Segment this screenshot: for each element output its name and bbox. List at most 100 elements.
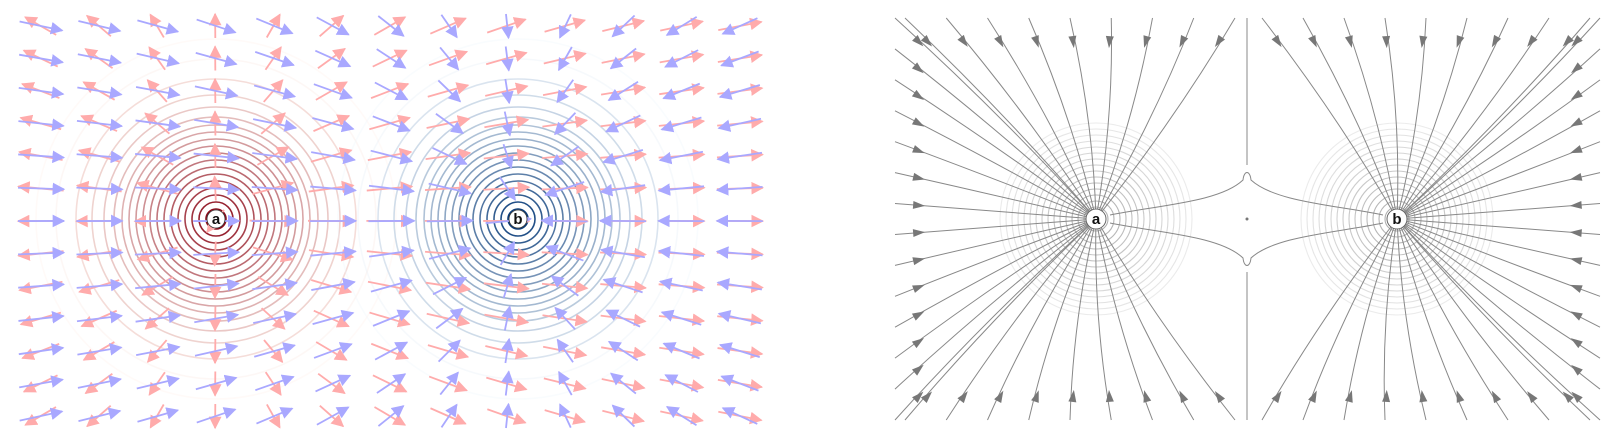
field-arrow-blue [77, 343, 123, 356]
field-arrow-blue [658, 150, 704, 165]
stream-arrow [1491, 390, 1502, 404]
field-arrow-blue [550, 275, 579, 297]
stream-arrow [911, 338, 925, 349]
field-arrow-blue [607, 80, 639, 102]
stream-arrow [1179, 390, 1189, 404]
stream-arrow [912, 391, 924, 403]
gray-ring-a [999, 122, 1193, 316]
field-arrow-blue [76, 246, 124, 260]
field-arrow-blue [314, 49, 352, 68]
field-arrow-blue [439, 46, 460, 71]
gray-ring-a [1011, 134, 1181, 304]
field-arrow-blue [134, 182, 182, 196]
streamline [1396, 218, 1550, 421]
stream-arrow [1456, 390, 1465, 403]
field-arrow-blue [664, 49, 699, 68]
stream-arrow [1031, 35, 1039, 48]
streamlines [894, 17, 1601, 421]
field-arrow-blue [252, 151, 299, 164]
streamline [894, 48, 1097, 220]
field-arrow-blue [607, 340, 639, 362]
point-a-marker [206, 209, 226, 229]
stream-arrow [911, 117, 925, 127]
field-arrow-blue [717, 310, 762, 325]
stream-arrow [1308, 34, 1317, 48]
field-arrow-blue [253, 84, 297, 100]
field-arrow-blue [718, 342, 760, 358]
field-arrow-blue [550, 145, 580, 167]
gray-ring-b [1348, 170, 1446, 268]
stream-arrow [1382, 389, 1391, 403]
field-arrow-blue [251, 182, 299, 196]
field-arrow-blue [377, 15, 405, 37]
right-point-b-marker [1386, 208, 1408, 230]
field-arrow-blue [374, 341, 409, 361]
field-arrow-blue [312, 309, 355, 326]
streamline [1383, 218, 1398, 421]
stream-arrow [912, 229, 926, 238]
stream-arrow [1569, 200, 1582, 209]
gray-ring-b [1366, 188, 1428, 250]
field-arrow-blue [193, 246, 241, 260]
field-arrow-blue [370, 149, 414, 165]
streamline [1396, 203, 1601, 220]
stream-arrow [1569, 172, 1583, 181]
field-arrow-blue [315, 374, 352, 393]
field-arrow-blue [253, 310, 298, 324]
field-arrow-blue [19, 407, 64, 422]
gray-contour-rings [999, 122, 1494, 316]
field-arrow-blue [440, 403, 458, 428]
streamline [945, 17, 1097, 220]
field-arrow-blue [134, 246, 182, 260]
stream-arrow [1068, 35, 1077, 49]
field-arrow-blue [77, 53, 123, 67]
field-arrow-blue [253, 342, 296, 358]
stream-arrow [1419, 35, 1428, 49]
field-arrow-blue [540, 214, 588, 228]
stream-arrow [1570, 89, 1583, 100]
point-b-label: b [513, 211, 522, 228]
stream-arrow [911, 311, 925, 321]
field-arrow-blue [18, 182, 66, 196]
streamline [1069, 218, 1097, 421]
streamline [894, 17, 1097, 220]
stream-arrow [1105, 389, 1114, 403]
streamline [1384, 17, 1399, 220]
streamline [1396, 218, 1509, 421]
field-arrow-blue [313, 342, 353, 359]
field-arrow-blue [717, 117, 762, 132]
field-arrow-blue [599, 183, 646, 197]
streamline [904, 17, 1097, 220]
stream-arrow [957, 34, 968, 47]
field-arrow-blue [77, 86, 123, 99]
separatrix [1109, 172, 1384, 216]
field-arrow-blue [135, 310, 182, 324]
streamline [1396, 218, 1601, 328]
streamline [1396, 110, 1601, 220]
streamline [1396, 218, 1427, 421]
field-arrow-blue [662, 342, 700, 360]
stream-arrow [911, 62, 924, 74]
field-arrow-blue [501, 111, 514, 137]
streamline [1343, 218, 1398, 421]
field-arrow-red [429, 17, 467, 35]
gray-ring-b [1372, 194, 1422, 244]
stream-arrow [1214, 390, 1226, 404]
field-arrow-blue [435, 307, 464, 330]
stream-arrow [911, 89, 925, 100]
field-arrow-blue [252, 118, 298, 132]
stream-arrow [1344, 35, 1353, 48]
field-arrow-blue [665, 406, 697, 426]
field-arrow-blue [501, 78, 514, 105]
right-point-b-label: b [1392, 211, 1401, 228]
field-arrow-blue [611, 14, 636, 38]
stream-arrow [1571, 364, 1583, 376]
stream-arrow [1571, 62, 1583, 74]
field-arrow-blue [602, 149, 644, 165]
field-arrow-blue [556, 338, 574, 363]
stream-arrow [912, 284, 925, 293]
field-arrow-blue [501, 337, 514, 364]
field-arrow-red [430, 407, 467, 425]
streamline [894, 218, 1097, 359]
